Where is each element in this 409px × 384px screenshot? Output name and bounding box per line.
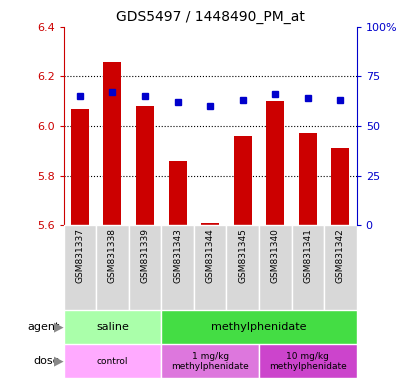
Bar bbox=[96, 225, 128, 310]
Text: saline: saline bbox=[96, 322, 128, 332]
Text: GSM831342: GSM831342 bbox=[335, 228, 344, 283]
Text: 10 mg/kg
methylphenidate: 10 mg/kg methylphenidate bbox=[268, 351, 346, 371]
Bar bbox=[258, 225, 291, 310]
Text: GSM831345: GSM831345 bbox=[238, 228, 247, 283]
Text: ▶: ▶ bbox=[54, 355, 63, 368]
Text: control: control bbox=[97, 357, 128, 366]
Bar bbox=[324, 225, 356, 310]
Text: GSM831338: GSM831338 bbox=[108, 228, 117, 283]
Text: ▶: ▶ bbox=[54, 321, 63, 334]
Bar bbox=[63, 225, 96, 310]
Bar bbox=[161, 310, 356, 344]
Text: GSM831341: GSM831341 bbox=[303, 228, 312, 283]
Bar bbox=[63, 310, 161, 344]
Bar bbox=[71, 109, 89, 225]
Bar bbox=[161, 225, 193, 310]
Bar bbox=[63, 344, 161, 378]
Text: 1 mg/kg
methylphenidate: 1 mg/kg methylphenidate bbox=[171, 351, 248, 371]
Bar bbox=[233, 136, 251, 225]
Bar bbox=[136, 106, 153, 225]
Bar bbox=[258, 344, 356, 378]
Text: agent: agent bbox=[27, 322, 59, 332]
Bar bbox=[266, 101, 283, 225]
Bar bbox=[330, 148, 348, 225]
Bar bbox=[161, 344, 258, 378]
Text: methylphenidate: methylphenidate bbox=[211, 322, 306, 332]
Bar bbox=[201, 223, 218, 225]
Text: GSM831339: GSM831339 bbox=[140, 228, 149, 283]
Text: dose: dose bbox=[33, 356, 59, 366]
Text: GSM831344: GSM831344 bbox=[205, 228, 214, 283]
Bar bbox=[298, 134, 316, 225]
Bar bbox=[193, 225, 226, 310]
Bar bbox=[128, 225, 161, 310]
Title: GDS5497 / 1448490_PM_at: GDS5497 / 1448490_PM_at bbox=[115, 10, 304, 25]
Bar bbox=[226, 225, 258, 310]
Text: GSM831343: GSM831343 bbox=[173, 228, 182, 283]
Bar bbox=[168, 161, 186, 225]
Text: GSM831340: GSM831340 bbox=[270, 228, 279, 283]
Bar bbox=[103, 61, 121, 225]
Bar bbox=[291, 225, 324, 310]
Text: GSM831337: GSM831337 bbox=[75, 228, 84, 283]
